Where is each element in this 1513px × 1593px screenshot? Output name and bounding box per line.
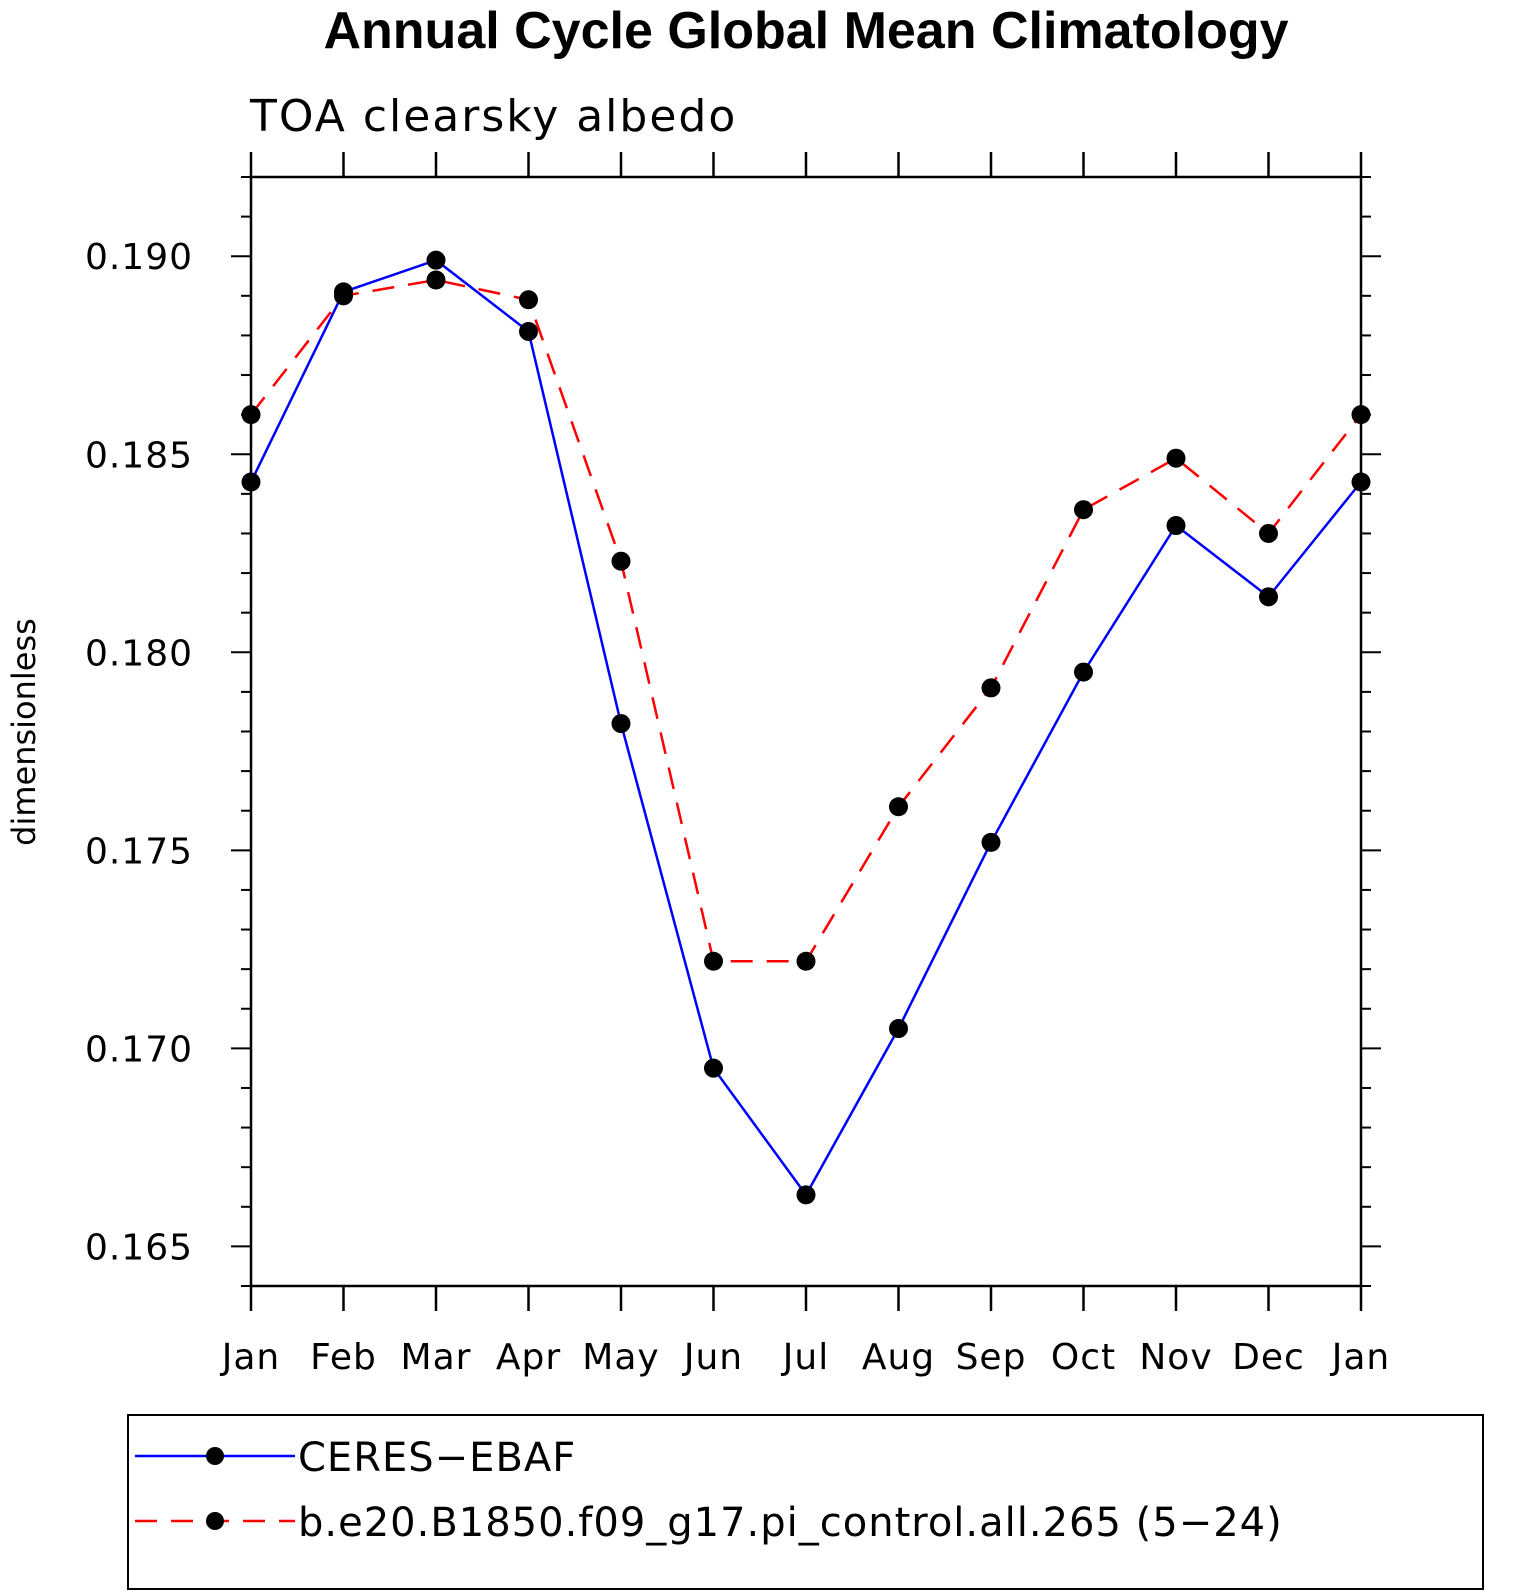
y-tick-label: 0.170 [85, 1029, 193, 1070]
series-1-point [334, 286, 353, 306]
y-tick-labels: 0.165 0.170 0.175 0.180 0.185 0.190 [85, 237, 193, 1268]
plot-frame [249, 175, 1363, 1288]
series-1-point [241, 405, 261, 425]
legend-marker-ceres [206, 1447, 224, 1465]
series-0-point [704, 1058, 723, 1078]
series-1-point [519, 290, 538, 310]
y-tick-label: 0.180 [85, 633, 193, 674]
series-0-point [426, 250, 446, 270]
y-tick-label: 0.165 [85, 1227, 193, 1268]
series-1-point [1166, 448, 1186, 468]
x-tick-label: May [582, 1337, 659, 1378]
x-tick-label: Jun [682, 1337, 743, 1378]
series-0-point [796, 1185, 816, 1205]
series-0-point [1259, 587, 1278, 607]
legend-label-model: b.e20.B1850.f09_g17.pi_control.all.265 (… [298, 1500, 1283, 1546]
series-0-point [611, 714, 631, 734]
x-tick-labels: Jan Feb Mar Apr May Jun Jul Aug Sep Oct Nov Dec Jan [220, 1337, 1391, 1378]
legend-marker-model [206, 1512, 224, 1530]
series-0-point [1074, 662, 1093, 682]
series-layer [241, 250, 1371, 1205]
chart-title: Annual Cycle Global Mean Climatology [323, 2, 1288, 60]
x-tick-label: Jan [220, 1337, 281, 1378]
x-tick-label: Apr [496, 1337, 561, 1378]
x-tick-label: Jan [1330, 1337, 1391, 1378]
legend-box [127, 1414, 1484, 1590]
y-axis-title: dimensionless [5, 618, 43, 846]
series-0-point [1166, 516, 1186, 536]
series-1-point [889, 797, 908, 817]
legend-label-ceres: CERES−EBAF [298, 1435, 576, 1481]
x-tick-label: Sep [956, 1337, 1027, 1378]
series-0-point [981, 832, 1001, 852]
x-tick-label: Dec [1232, 1337, 1305, 1378]
y-tick-label: 0.190 [85, 237, 193, 278]
series-0-point [889, 1019, 908, 1039]
series-1-point [426, 270, 446, 290]
x-tick-label: Nov [1139, 1337, 1212, 1378]
x-tick-label: Jul [781, 1337, 829, 1378]
series-0-point [241, 472, 261, 492]
series-1-point [1351, 405, 1371, 425]
x-tick-label: Mar [401, 1337, 472, 1378]
x-tick-label: Feb [310, 1337, 377, 1378]
series-1-point [704, 951, 723, 971]
series-line-0 [249, 258, 1362, 1198]
series-0-point [1351, 472, 1371, 492]
series-1-point [1259, 523, 1278, 543]
series-1-point [611, 551, 631, 571]
legend: CERES−EBAF b.e20.B1850.f09_g17.pi_contro… [127, 1414, 1484, 1590]
axis-ticks [231, 152, 1381, 1311]
x-tick-label: Oct [1051, 1337, 1116, 1378]
chart-subtitle: TOA clearsky albedo [249, 91, 737, 142]
y-tick-label: 0.175 [85, 831, 193, 872]
series-1-point [796, 951, 816, 971]
series-0-point [519, 321, 538, 341]
x-tick-label: Aug [862, 1337, 935, 1378]
series-1-point [981, 678, 1001, 698]
series-1-point [1074, 500, 1093, 520]
series-line-1 [250, 278, 1362, 963]
y-tick-label: 0.185 [85, 435, 193, 476]
